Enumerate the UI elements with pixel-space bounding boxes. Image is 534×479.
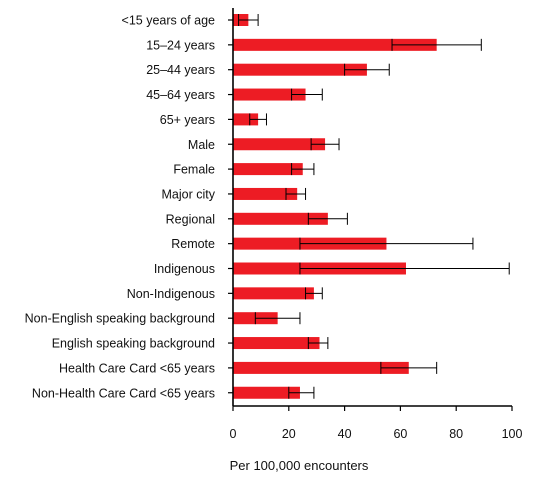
category-label: Female xyxy=(173,163,215,177)
error-bar xyxy=(344,63,390,76)
category-label: Major city xyxy=(162,187,216,201)
category-label: Health Care Card <65 years xyxy=(59,361,215,375)
error-bars-layer xyxy=(238,14,510,399)
category-label: English speaking background xyxy=(52,337,215,351)
error-bar xyxy=(238,14,259,26)
category-labels-layer: <15 years of age 15–24 years 25–44 years 45… xyxy=(25,14,216,401)
x-tick-label: 80 xyxy=(449,427,463,441)
category-label: 45–64 years xyxy=(146,88,215,102)
bar xyxy=(233,163,303,176)
error-bar xyxy=(307,212,348,225)
bar xyxy=(233,38,437,51)
error-bar xyxy=(285,187,307,200)
x-tick-label: 0 xyxy=(230,427,237,441)
bar xyxy=(233,287,314,300)
category-label: Indigenous xyxy=(154,262,215,276)
x-tick-label: 40 xyxy=(338,427,352,441)
category-label: Male xyxy=(188,138,215,152)
error-bar xyxy=(291,88,323,101)
tick-labels-layer: 0 20 40 60 80 100 xyxy=(230,427,523,441)
bar xyxy=(233,187,298,200)
error-bar xyxy=(254,312,301,325)
error-bar xyxy=(288,386,315,399)
category-label: <15 years of age xyxy=(122,14,216,28)
x-axis-title: Per 100,000 encounters xyxy=(230,458,369,473)
category-label: 25–44 years xyxy=(146,63,215,77)
bar xyxy=(233,212,328,225)
bar xyxy=(233,337,320,350)
error-bar xyxy=(380,361,438,374)
bar xyxy=(233,88,306,101)
category-label: Non-Health Care Card <65 years xyxy=(32,386,215,400)
bar xyxy=(233,113,259,126)
error-bar xyxy=(291,163,315,176)
error-bar xyxy=(249,113,267,126)
axes-layer xyxy=(228,8,513,411)
x-tick-label: 100 xyxy=(502,427,523,441)
bar xyxy=(233,386,300,399)
bars-layer xyxy=(233,14,437,399)
x-tick-label: 60 xyxy=(393,427,407,441)
error-bar xyxy=(305,287,323,300)
error-bar xyxy=(391,38,482,51)
x-tick-label: 20 xyxy=(282,427,296,441)
category-label: Non-English speaking background xyxy=(25,312,215,326)
category-label: 15–24 years xyxy=(146,38,215,52)
category-label: Remote xyxy=(171,237,215,251)
category-label: Regional xyxy=(166,212,215,226)
error-bar xyxy=(307,337,329,350)
category-label: Non-Indigenous xyxy=(127,287,215,301)
error-bar xyxy=(299,237,474,250)
category-label: 65+ years xyxy=(160,113,215,127)
error-bar xyxy=(310,138,340,151)
bar xyxy=(233,361,409,374)
error-bar xyxy=(299,262,510,275)
bar xyxy=(233,63,367,76)
bar xyxy=(233,138,326,151)
